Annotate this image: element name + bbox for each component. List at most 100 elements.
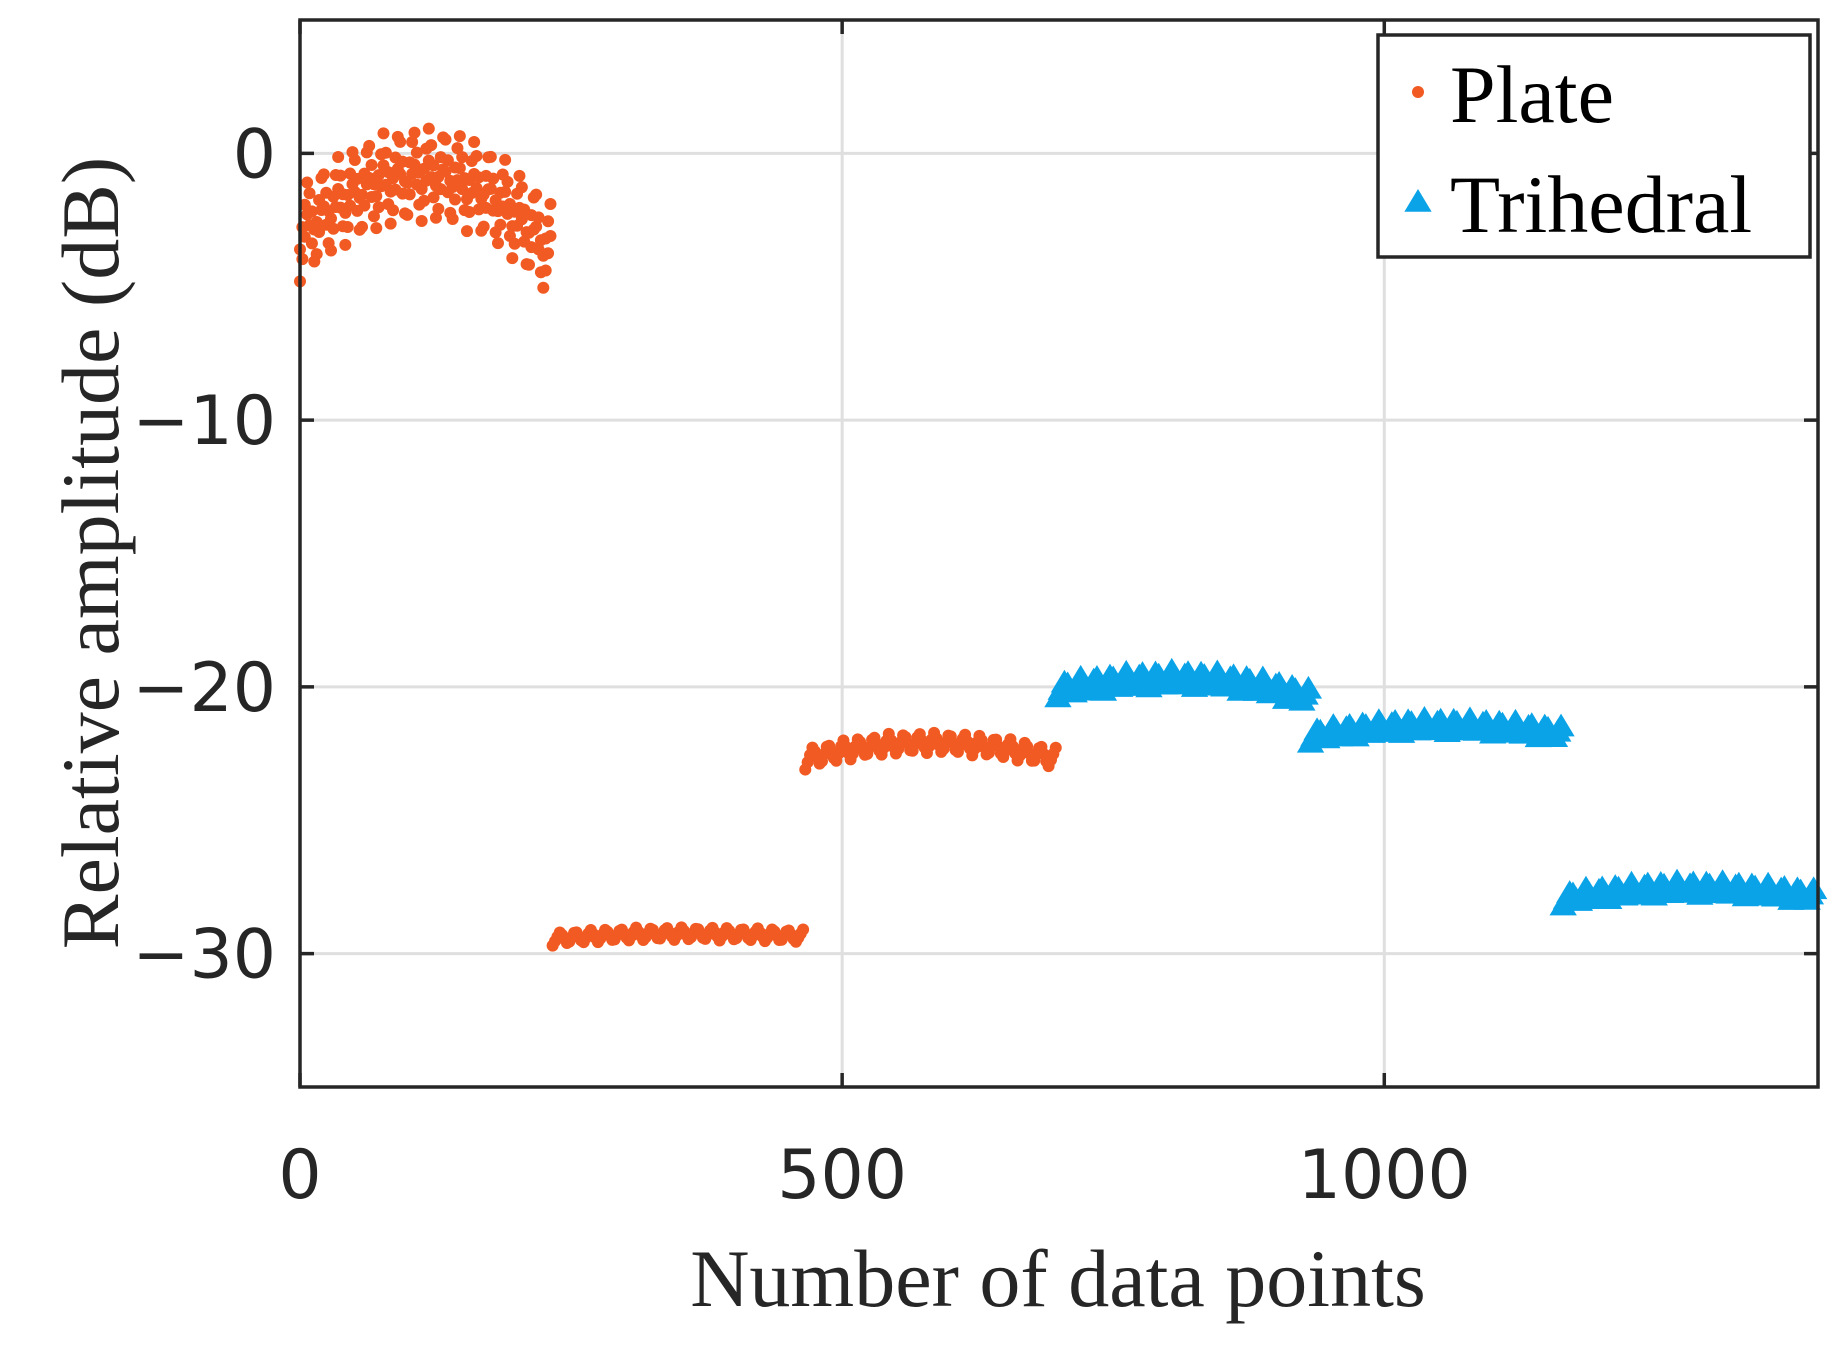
- plate-data-point: [406, 136, 419, 149]
- plate-data-point: [439, 165, 452, 178]
- plate-data-point: [415, 214, 428, 227]
- plate-data-point: [523, 258, 536, 271]
- trihedral-data-point: [1800, 876, 1828, 900]
- y-axis-label: Relative amplitude (dB): [45, 157, 136, 949]
- plate-data-point: [515, 181, 528, 194]
- plate-data-point: [403, 188, 416, 201]
- plate-data-point: [539, 264, 552, 277]
- plate-data-point: [341, 221, 354, 234]
- legend-box: [1376, 33, 1812, 259]
- plate-data-point: [453, 162, 466, 175]
- y-tick-label: −10: [132, 382, 276, 461]
- plate-data-point: [303, 187, 316, 200]
- plate-data-point: [432, 202, 445, 215]
- plate-data-point: [367, 210, 380, 223]
- plate-data-point: [317, 168, 330, 181]
- plate-data-point: [487, 172, 500, 185]
- plate-data-point: [408, 126, 421, 139]
- plate-data-point: [410, 146, 423, 159]
- plate-data-point: [427, 159, 440, 172]
- plate-data-point: [339, 238, 352, 251]
- x-tick-label: 500: [777, 1136, 907, 1215]
- trihedral-data-point: [1547, 713, 1575, 737]
- plate-data-point: [532, 211, 545, 224]
- plate-data-point: [325, 212, 338, 225]
- plate-data-point: [449, 193, 462, 206]
- plate-data-point: [372, 169, 385, 182]
- plate-data-point: [301, 176, 314, 189]
- plate-data-point: [446, 213, 459, 226]
- plate-data-point: [370, 190, 383, 203]
- plate-data-point: [468, 135, 481, 148]
- plate-data-point: [530, 220, 543, 233]
- plate-data-point: [305, 237, 318, 250]
- plate-data-point: [394, 135, 407, 148]
- legend: Plate Trihedral: [1376, 33, 1812, 259]
- plate-data-point: [537, 281, 550, 294]
- plate-data-point: [544, 230, 557, 243]
- plate-data-point: [370, 222, 383, 235]
- plate-data-point: [425, 139, 438, 152]
- plate-data-point: [499, 153, 512, 166]
- plate-data-point: [470, 149, 483, 162]
- plate-data-point: [1049, 741, 1062, 754]
- plate-data-point: [379, 146, 392, 159]
- trihedral-series: [1044, 657, 1828, 916]
- plate-data-point: [484, 150, 497, 163]
- plate-data-point: [542, 215, 555, 228]
- plate-data-point: [365, 159, 378, 172]
- plate-data-point: [453, 130, 466, 143]
- plate-data-point: [334, 169, 347, 182]
- plate-data-point: [530, 188, 543, 201]
- plate-data-point: [491, 237, 504, 250]
- plate-data-point: [332, 151, 345, 164]
- plate-data-point: [797, 923, 810, 936]
- plate-data-point: [387, 204, 400, 217]
- trihedral-data-point: [1294, 675, 1323, 699]
- plate-data-point: [418, 194, 431, 207]
- plate-data-point: [513, 169, 526, 182]
- plate-data-point: [384, 217, 397, 230]
- legend-trihedral-label: Trihedral: [1450, 159, 1752, 250]
- plate-data-point: [401, 176, 414, 189]
- plate-data-point: [477, 220, 490, 233]
- plate-data-point: [401, 208, 414, 221]
- plate-data-point: [451, 142, 464, 155]
- plate-data-point: [356, 220, 369, 233]
- plate-data-point: [515, 213, 528, 226]
- plate-data-point: [325, 244, 338, 257]
- plate-data-point: [508, 237, 521, 250]
- legend-trihedral-triangle-icon: [1404, 189, 1432, 212]
- plate-data-point: [372, 201, 385, 214]
- plate-data-point: [422, 122, 435, 135]
- plate-data-point: [356, 188, 369, 201]
- plate-data-point: [305, 205, 318, 218]
- plate-data-point: [296, 253, 309, 266]
- tick-labels: 0 500 1000 0 −10 −20 −30: [132, 115, 1470, 1215]
- plate-data-point: [358, 199, 371, 212]
- plate-series: [294, 122, 1062, 952]
- y-tick-label: −20: [132, 649, 276, 728]
- plate-data-point: [377, 127, 390, 140]
- plate-data-point: [542, 247, 555, 260]
- plate-data-point: [363, 139, 376, 152]
- plate-data-point: [484, 182, 497, 195]
- plate-data-point: [456, 151, 469, 164]
- plate-data-point: [310, 216, 323, 229]
- axes-frame: [298, 18, 1820, 1089]
- x-axis-label: Number of data points: [690, 1233, 1426, 1324]
- legend-plate-dot-icon: [1412, 86, 1424, 98]
- x-tick-label: 0: [278, 1136, 321, 1215]
- plate-data-point: [439, 133, 452, 146]
- legend-plate-label: Plate: [1450, 49, 1614, 140]
- plate-data-point: [494, 218, 507, 231]
- plate-data-point: [499, 185, 512, 198]
- plate-data-point: [460, 225, 473, 238]
- x-tick-label: 1000: [1298, 1136, 1471, 1215]
- plate-data-point: [506, 252, 519, 265]
- y-tick-label: 0: [233, 115, 276, 194]
- plate-data-point: [544, 198, 557, 211]
- plate-data-point: [310, 248, 323, 261]
- y-tick-label: −30: [132, 916, 276, 995]
